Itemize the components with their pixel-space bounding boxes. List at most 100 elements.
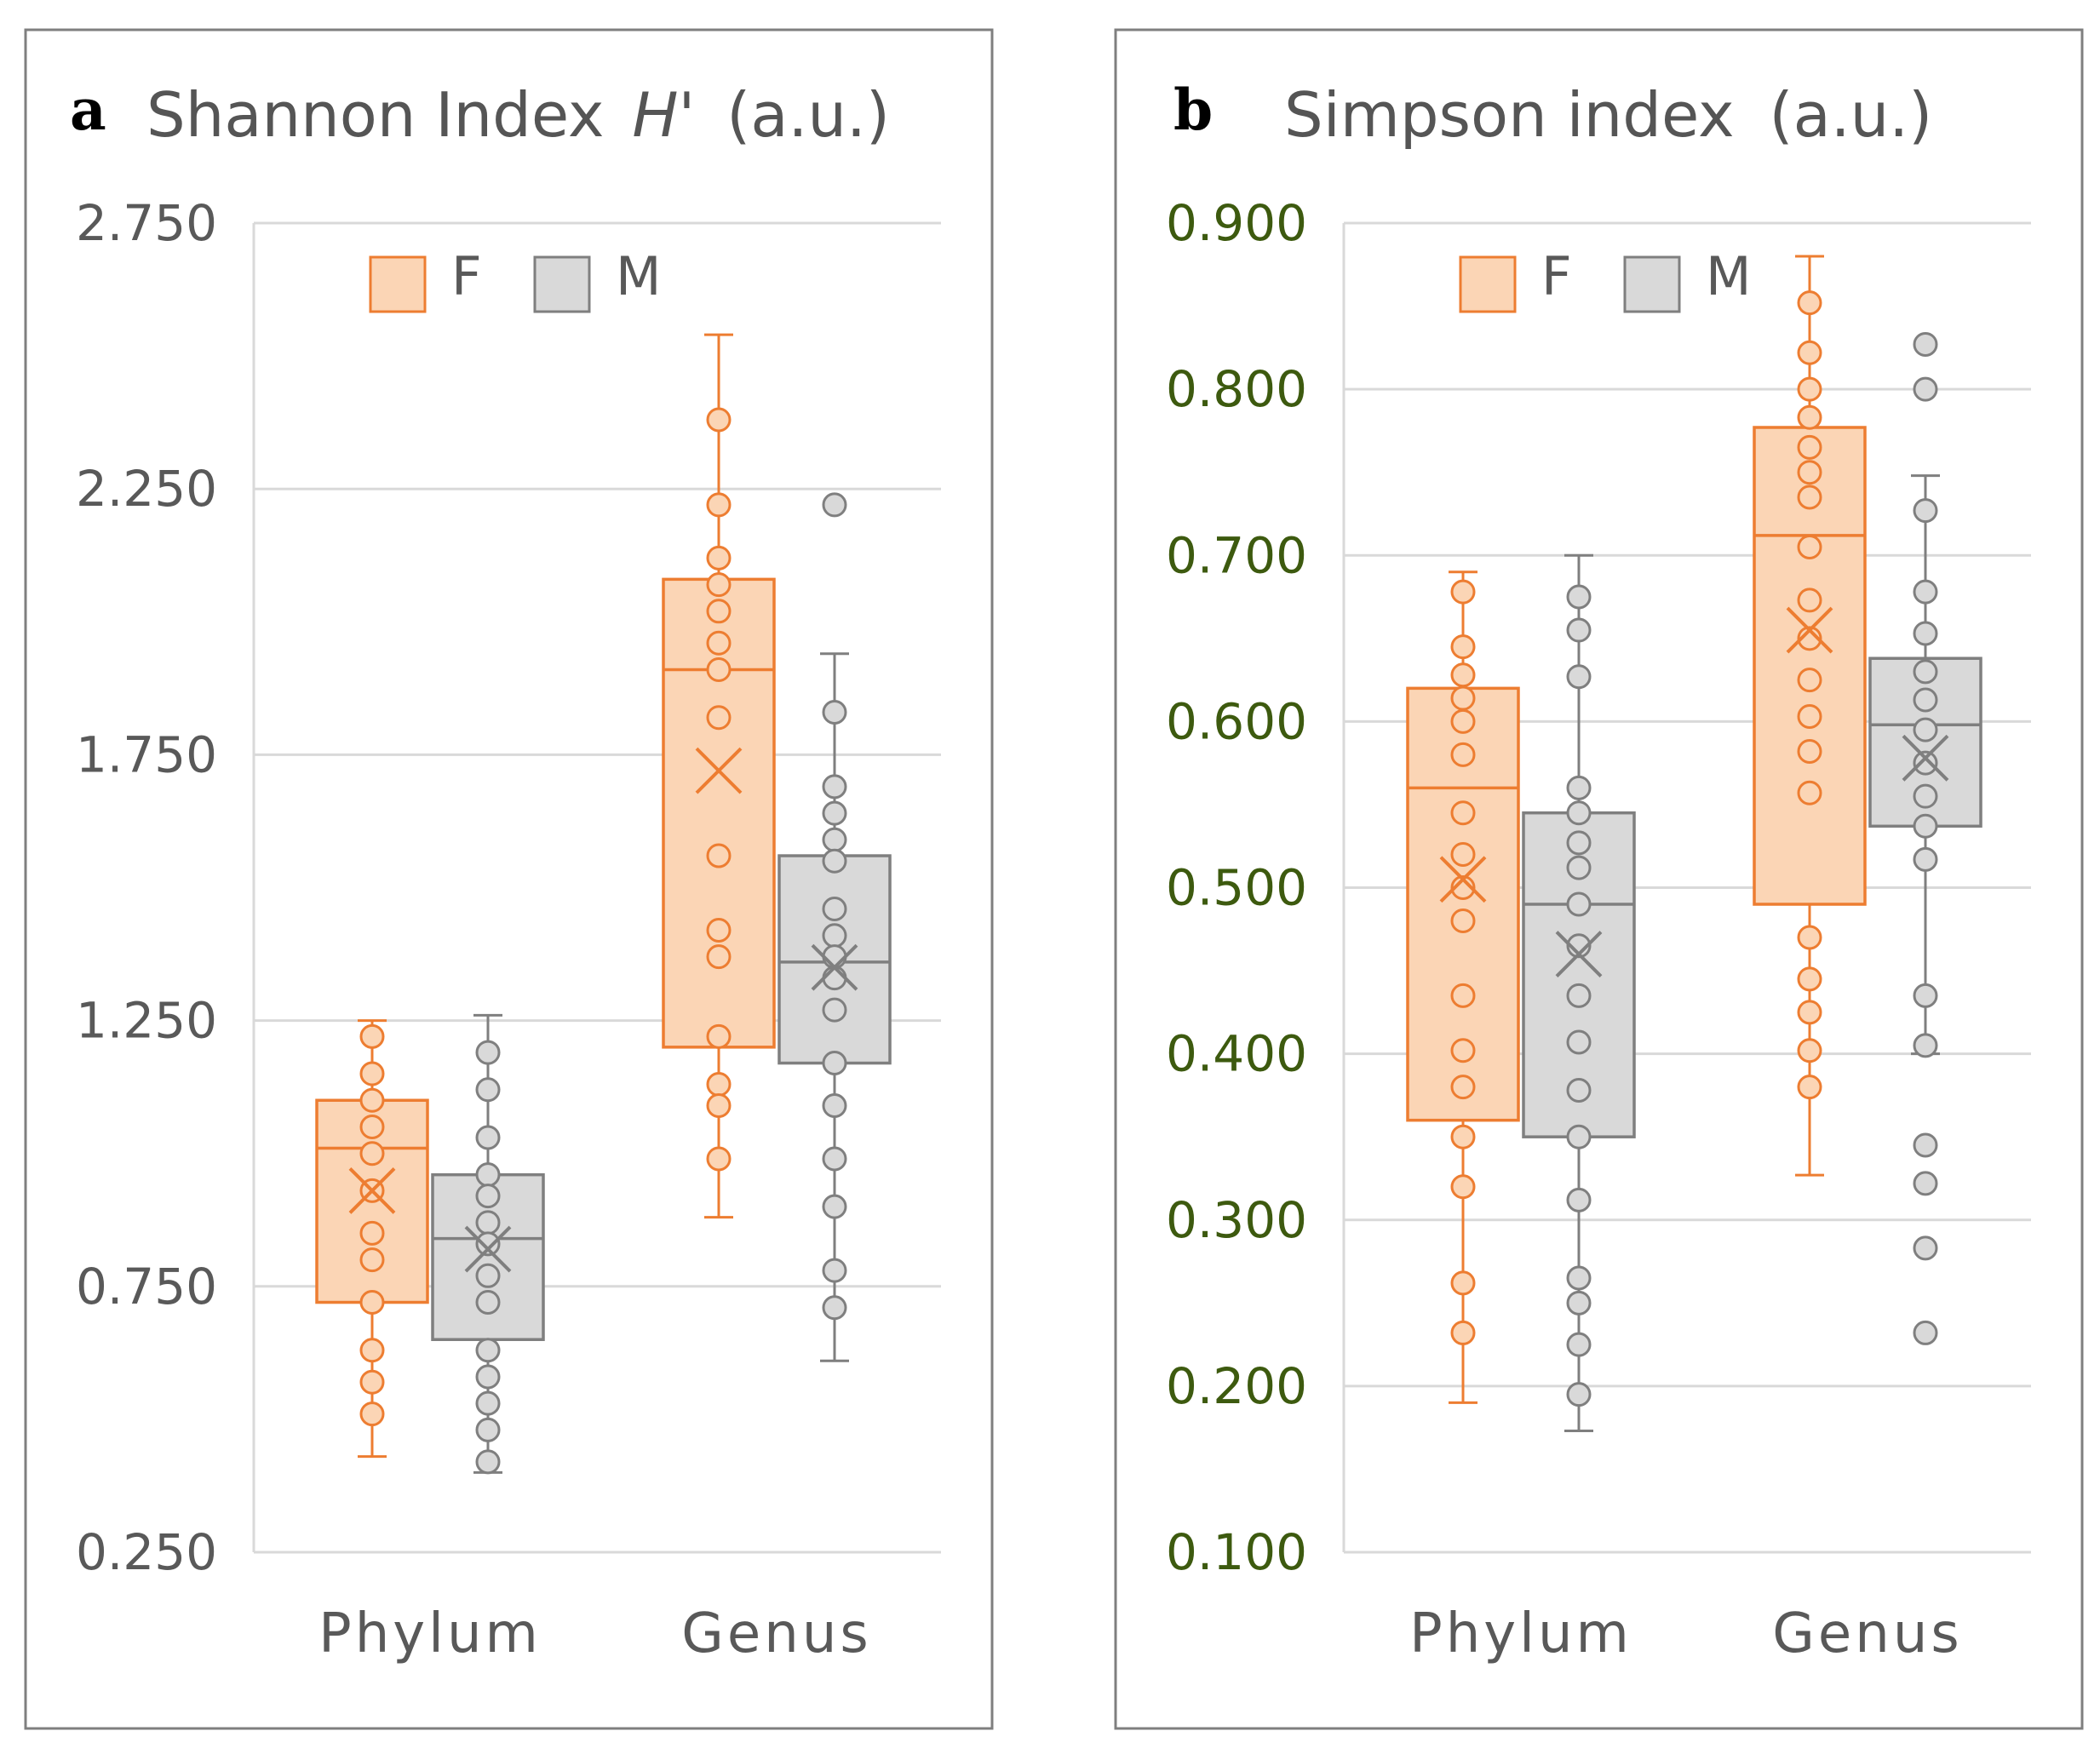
data-point [1450, 1174, 1476, 1200]
data-point [1566, 1265, 1592, 1291]
mean-marker [1902, 734, 1949, 782]
y-tick-label: 1.250 [76, 992, 217, 1050]
data-point [1913, 846, 1938, 872]
data-point [475, 1210, 501, 1235]
data-point [706, 843, 732, 868]
legend-swatch-F [369, 255, 427, 313]
data-point [1797, 376, 1822, 402]
data-point [822, 966, 847, 991]
data-point [1913, 376, 1938, 402]
data-point [822, 848, 847, 874]
data-point [1566, 1029, 1592, 1055]
legend-swatch-M [1623, 255, 1681, 313]
data-point [1797, 1075, 1822, 1100]
data-point [1913, 1235, 1938, 1261]
data-point [706, 1146, 732, 1172]
data-point [1913, 659, 1938, 685]
mean-marker [464, 1225, 512, 1273]
data-point [1450, 1320, 1476, 1345]
panel-a-plot: 0.250 0.750 1.250 1.750 2.250 2.750 Phylum Genu… [76, 194, 941, 1665]
box-M-genus [1868, 331, 1982, 1345]
data-point [359, 1061, 385, 1086]
data-point [1913, 579, 1938, 605]
data-point [1450, 983, 1476, 1008]
data-point [1913, 783, 1938, 809]
data-point [822, 699, 847, 725]
data-point [706, 599, 732, 624]
data-point [1566, 855, 1592, 880]
mean-marker [348, 1166, 396, 1214]
data-point [1797, 534, 1822, 559]
data-point [1450, 1124, 1476, 1149]
data-point [1913, 813, 1938, 839]
data-point [822, 800, 847, 826]
mean-marker [1555, 931, 1603, 977]
data-point [1450, 634, 1476, 660]
data-point [475, 1077, 501, 1103]
y-tick-label: 0.500 [1166, 859, 1307, 917]
data-point [475, 1390, 501, 1416]
mean-marker [695, 747, 743, 794]
panel-b-title-unit: (a.u.) [1770, 79, 1933, 151]
data-point [1797, 290, 1822, 316]
x-category-label: Genus [1772, 1602, 1962, 1665]
data-point [1450, 1038, 1476, 1063]
data-point [706, 1023, 732, 1049]
data-point [1450, 841, 1476, 867]
data-point [359, 1369, 385, 1395]
data-point [1566, 800, 1592, 826]
data-point [359, 1141, 385, 1166]
y-tick-label: 2.250 [76, 460, 217, 518]
panel-b-title-main: Simpson index [1284, 79, 1735, 151]
box-F-phylum [1406, 570, 1520, 1404]
box-M-phylum [1522, 553, 1636, 1433]
data-point [1797, 966, 1822, 992]
y-tick-label: 2.750 [76, 194, 217, 252]
data-point [706, 407, 732, 433]
data-point [1566, 1187, 1592, 1212]
data-point [706, 944, 732, 970]
data-point [1566, 1332, 1592, 1357]
box-M-phylum [431, 1013, 545, 1475]
data-point [822, 1051, 847, 1076]
legend-label-F: F [1541, 245, 1572, 307]
data-point [1797, 738, 1822, 764]
data-point [1913, 687, 1938, 713]
data-point [1797, 484, 1822, 510]
data-point [1566, 933, 1592, 959]
data-point [475, 1417, 501, 1442]
data-point [359, 1220, 385, 1246]
y-tick-label: 0.250 [76, 1523, 217, 1581]
data-point [1797, 434, 1822, 460]
data-point [1566, 584, 1592, 610]
y-tick-label: 0.600 [1166, 692, 1307, 750]
data-point [1566, 664, 1592, 690]
data-point [1566, 830, 1592, 856]
data-point [475, 1231, 501, 1257]
data-point [1797, 780, 1822, 805]
data-point [706, 917, 732, 943]
data-point [475, 1290, 501, 1316]
data-point [822, 492, 847, 518]
data-point [359, 1401, 385, 1427]
panel-a-letter: a [70, 77, 106, 143]
data-point [1450, 875, 1476, 900]
data-point [1566, 1382, 1592, 1407]
data-point [706, 572, 732, 598]
data-point [359, 1114, 385, 1139]
data-point [359, 1023, 385, 1049]
data-point [1450, 708, 1476, 734]
data-point [475, 1162, 501, 1188]
data-point [1450, 579, 1476, 605]
data-point [359, 1087, 385, 1113]
legend-label-M: M [616, 245, 662, 307]
data-point [1450, 1270, 1476, 1296]
data-point [822, 1146, 847, 1172]
data-point [1566, 1078, 1592, 1103]
data-point [1566, 617, 1592, 643]
mean-marker [1439, 856, 1487, 903]
data-point [1450, 662, 1476, 688]
